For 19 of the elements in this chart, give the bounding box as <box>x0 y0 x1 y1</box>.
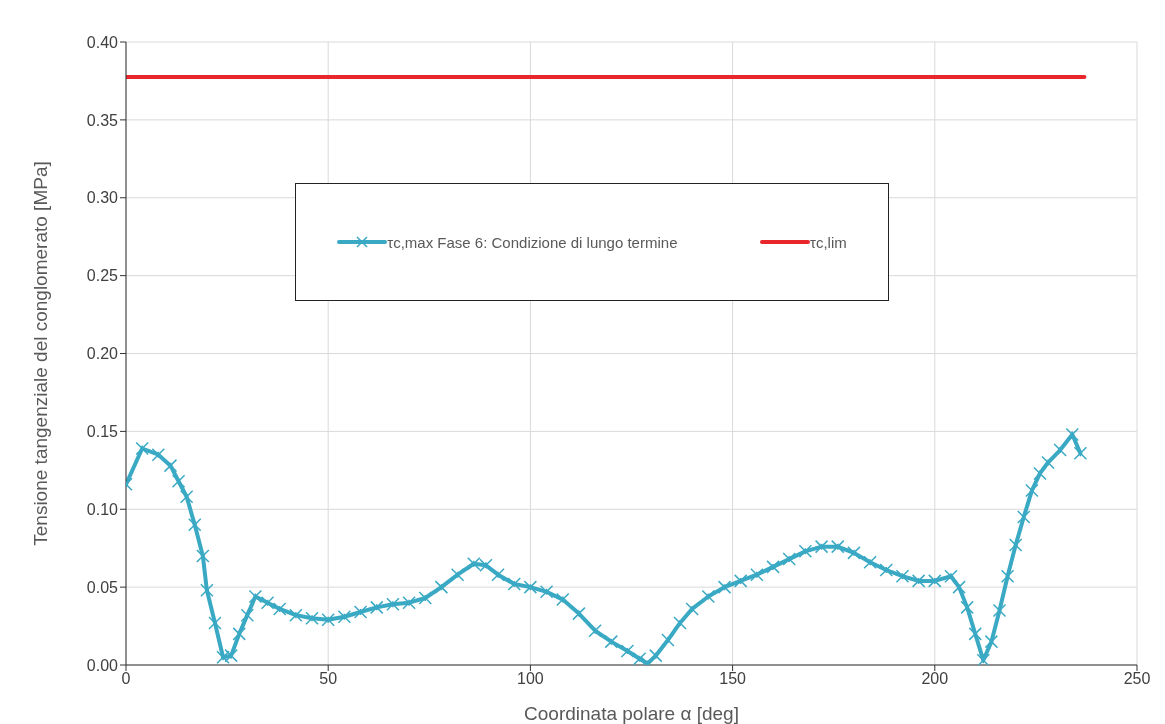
legend-label: τc,max Fase 6: Condizione di lungo termine <box>387 233 678 251</box>
y-tick-label: 0.20 <box>86 345 119 363</box>
y-tick-label: 0.05 <box>86 578 119 596</box>
x-tick-label: 250 <box>1123 670 1151 688</box>
y-tick-label: 0.15 <box>86 423 119 441</box>
y-axis-title: Tensione tangenziale del conglomerato [MPa] <box>29 161 51 546</box>
x-tick-label: 150 <box>719 670 747 688</box>
y-tick-label: 0.40 <box>86 33 119 51</box>
y-tick-label: 0.25 <box>86 267 119 285</box>
y-tick-label: 0.10 <box>86 500 119 518</box>
x-tick-label: 100 <box>517 670 544 688</box>
x-tick-label: 200 <box>921 670 949 688</box>
x-axis-title: Coordinata polare α [deg] <box>524 703 739 724</box>
x-tick-label: 50 <box>319 670 338 688</box>
legend-label: τc,lim <box>809 233 847 251</box>
y-tick-label: 0.35 <box>86 111 119 129</box>
y-tick-label: 0.00 <box>86 656 119 674</box>
x-tick-label: 0 <box>121 670 131 688</box>
y-tick-label: 0.30 <box>86 189 119 207</box>
